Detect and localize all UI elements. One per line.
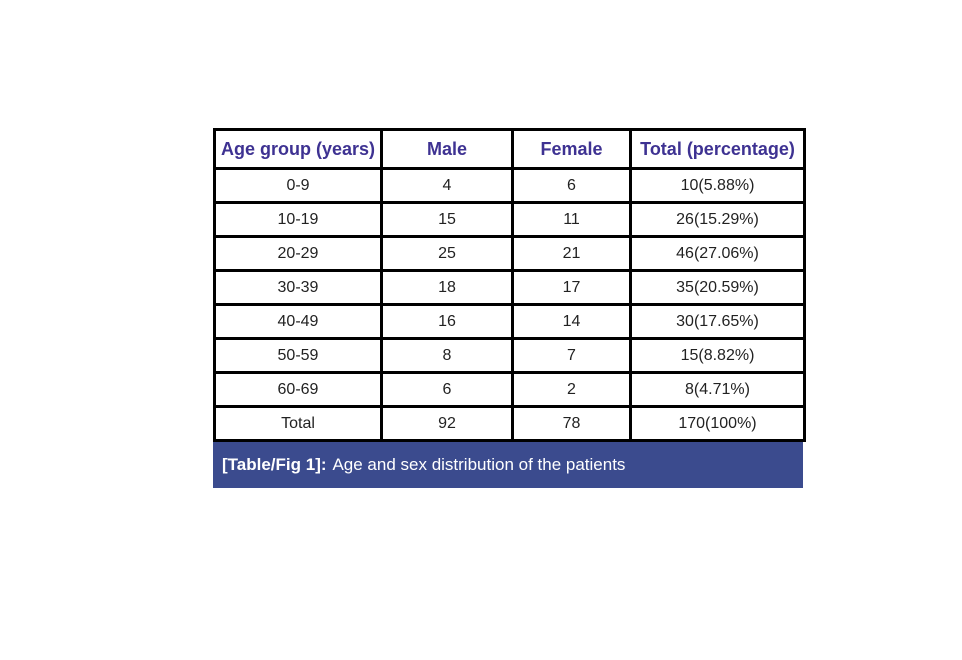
table-cell-male: 25 [380, 235, 514, 272]
table-row: 20-29 25 21 46(27.06%) [213, 235, 806, 272]
figure-table-fig-1: Age group (years) Male Female Total (per… [213, 128, 806, 488]
table-cell-male: 8 [380, 337, 514, 374]
caption-label: [Table/Fig 1]: [222, 455, 327, 474]
table-cell-female: 14 [511, 303, 632, 340]
table-cell-female: 6 [511, 167, 632, 204]
table-header-row: Age group (years) Male Female Total (per… [213, 128, 806, 170]
column-header-total: Total (percentage) [629, 128, 806, 170]
column-header-male: Male [380, 128, 514, 170]
table-row: 60-69 6 2 8(4.71%) [213, 371, 806, 408]
table-row: 40-49 16 14 30(17.65%) [213, 303, 806, 340]
column-header-age-group: Age group (years) [213, 128, 383, 170]
table-row-total: Total 92 78 170(100%) [213, 405, 806, 442]
table-cell-male: 4 [380, 167, 514, 204]
table-cell-total: 30(17.65%) [629, 303, 806, 340]
table-cell-age: Total [213, 405, 383, 442]
age-sex-table: Age group (years) Male Female Total (per… [213, 128, 806, 442]
table-cell-male: 15 [380, 201, 514, 238]
table-row: 50-59 8 7 15(8.82%) [213, 337, 806, 374]
table-cell-total: 46(27.06%) [629, 235, 806, 272]
table-cell-age: 40-49 [213, 303, 383, 340]
table-row: 10-19 15 11 26(15.29%) [213, 201, 806, 238]
table-cell-female: 78 [511, 405, 632, 442]
table-caption: [Table/Fig 1]: Age and sex distribution o… [213, 442, 803, 488]
table-cell-female: 21 [511, 235, 632, 272]
table-cell-total: 35(20.59%) [629, 269, 806, 306]
table-cell-male: 92 [380, 405, 514, 442]
table-cell-female: 2 [511, 371, 632, 408]
table-row: 0-9 4 6 10(5.88%) [213, 167, 806, 204]
table-cell-female: 7 [511, 337, 632, 374]
column-header-female: Female [511, 128, 632, 170]
table-cell-total: 15(8.82%) [629, 337, 806, 374]
table-cell-total: 8(4.71%) [629, 371, 806, 408]
table-cell-age: 50-59 [213, 337, 383, 374]
caption-text: Age and sex distribution of the patients [332, 455, 626, 474]
table-cell-total: 26(15.29%) [629, 201, 806, 238]
table-cell-age: 10-19 [213, 201, 383, 238]
table-cell-age: 0-9 [213, 167, 383, 204]
table-cell-age: 20-29 [213, 235, 383, 272]
table-cell-male: 6 [380, 371, 514, 408]
table-cell-female: 17 [511, 269, 632, 306]
table-row: 30-39 18 17 35(20.59%) [213, 269, 806, 306]
table-cell-female: 11 [511, 201, 632, 238]
table-cell-male: 18 [380, 269, 514, 306]
table-cell-total: 170(100%) [629, 405, 806, 442]
table-cell-total: 10(5.88%) [629, 167, 806, 204]
table-cell-age: 60-69 [213, 371, 383, 408]
table-cell-male: 16 [380, 303, 514, 340]
table-cell-age: 30-39 [213, 269, 383, 306]
